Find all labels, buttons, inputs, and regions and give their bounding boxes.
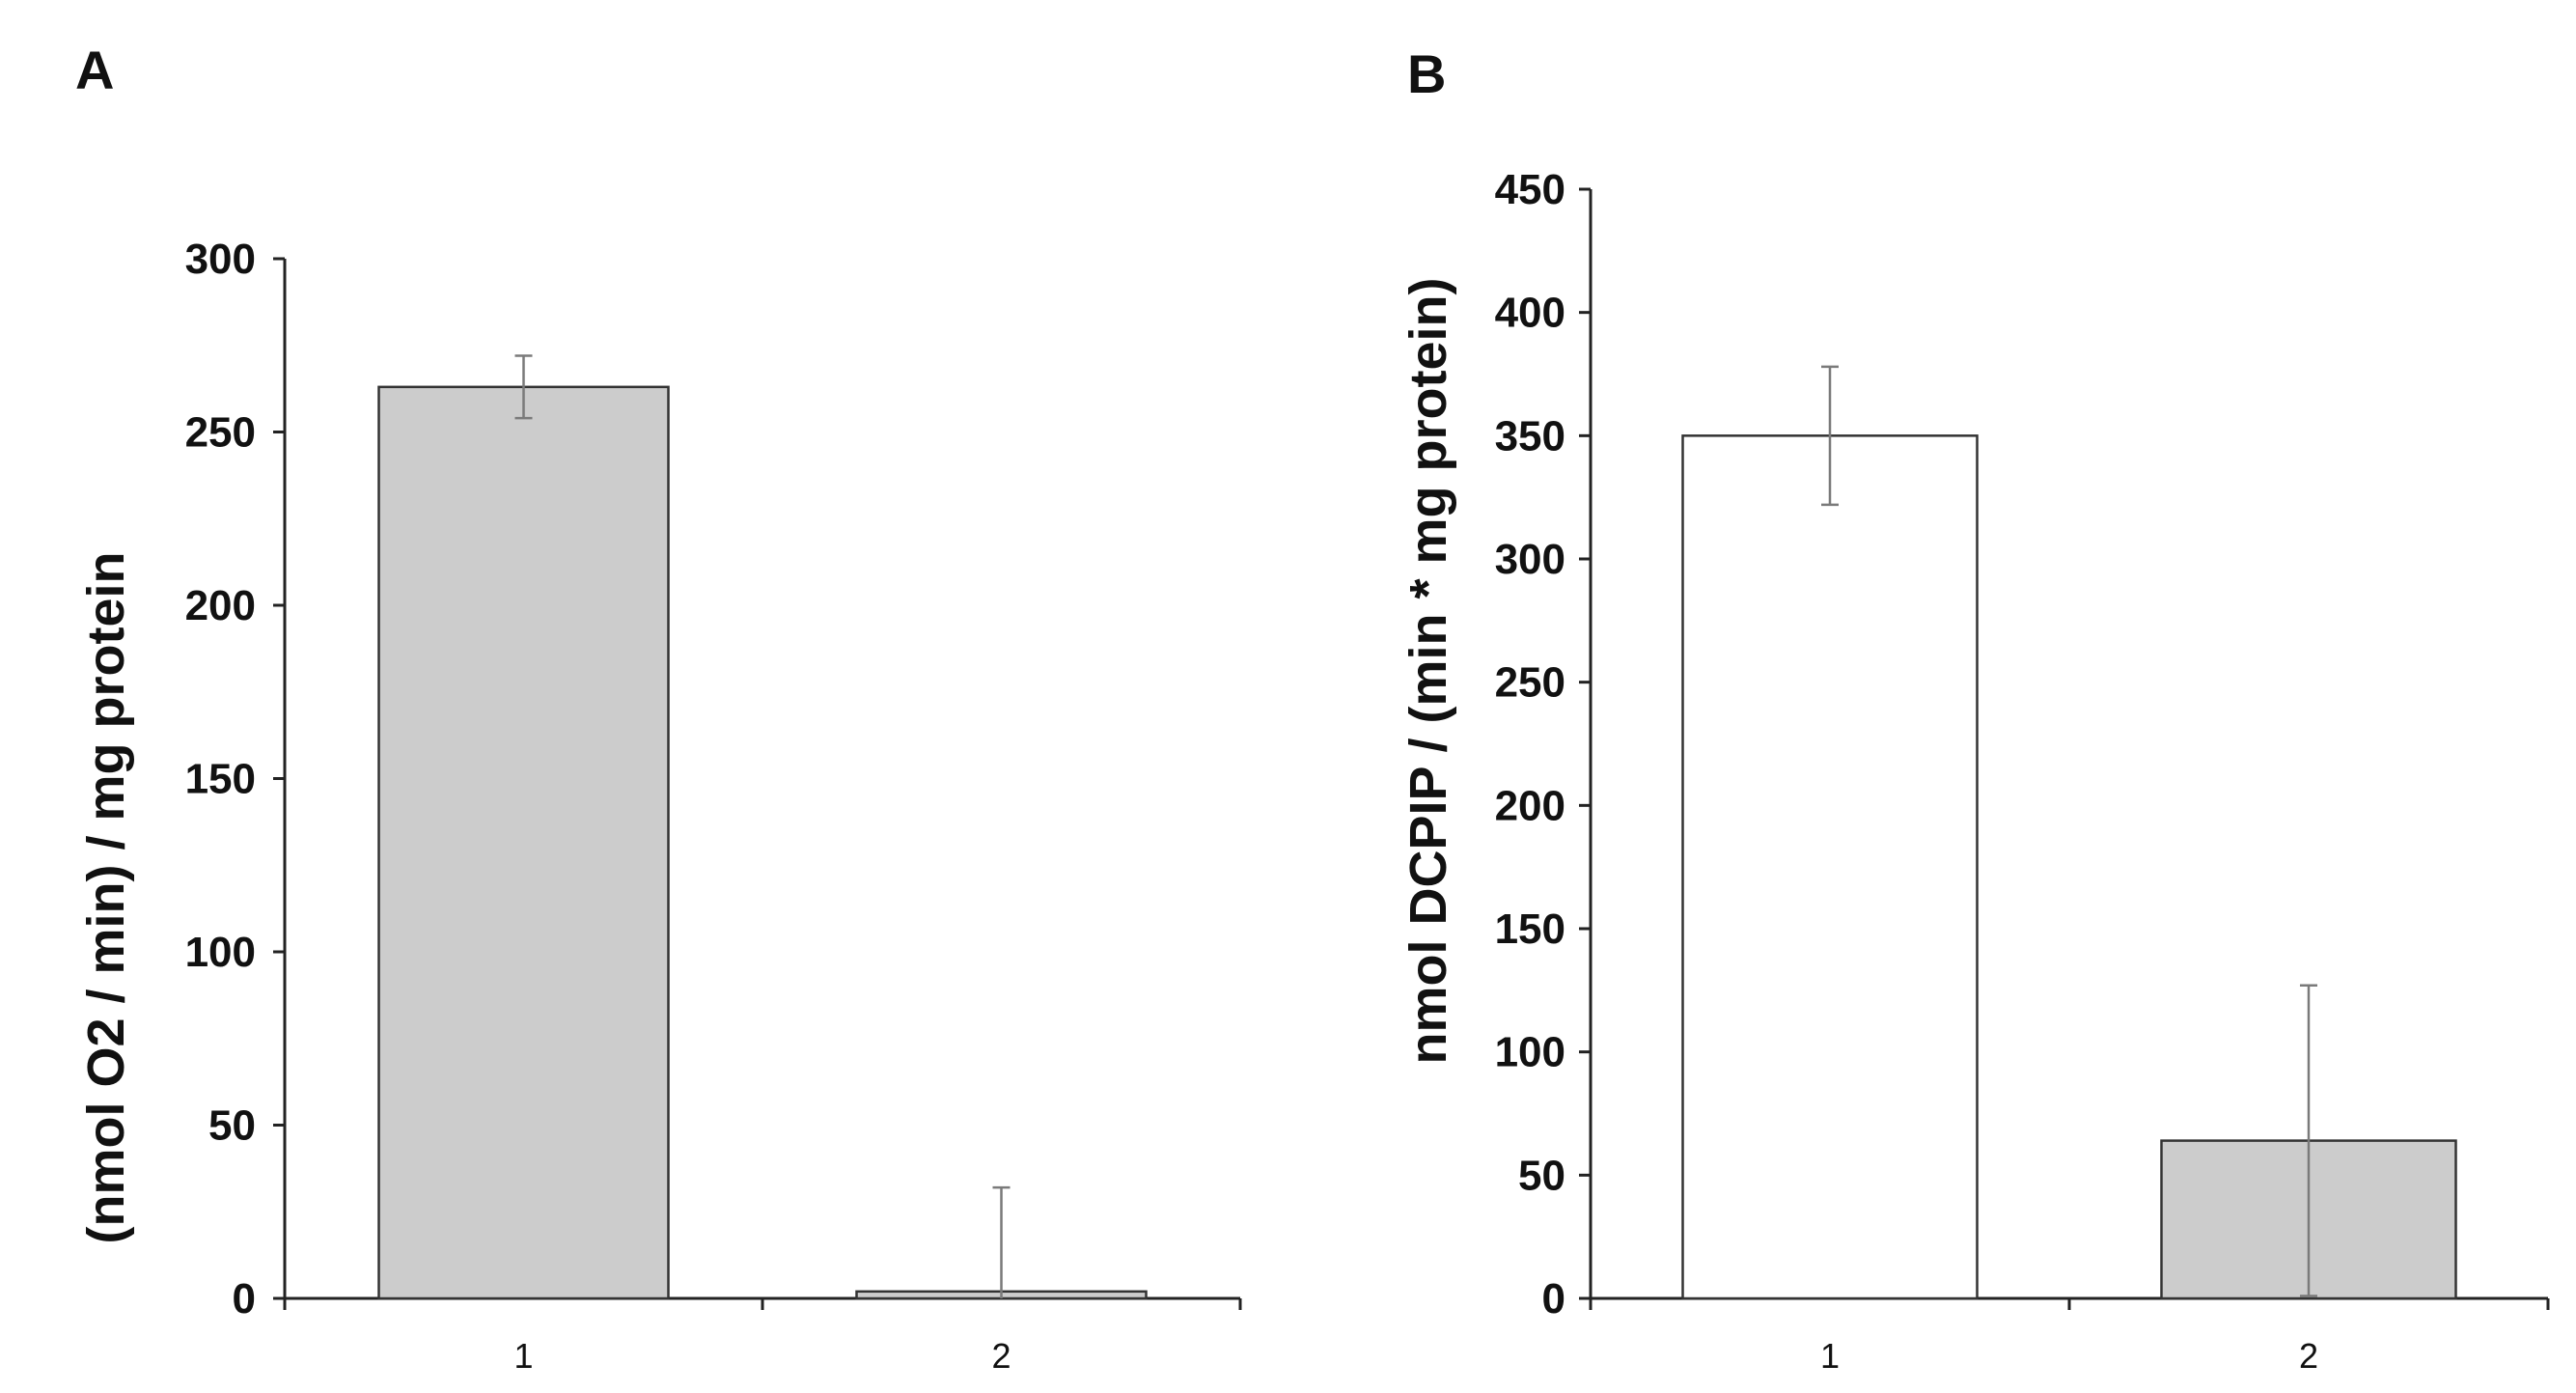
x-tick-label: 1: [1820, 1336, 1840, 1376]
y-tick-label: 300: [185, 236, 256, 283]
panel-b-y-ticks: 0 50 100 150 200 250 300 350 400 450: [1495, 166, 1591, 1323]
panel-a-bars: [377, 354, 1148, 1300]
x-tick-label: 2: [2299, 1336, 2318, 1376]
y-tick-label: 350: [1495, 412, 1565, 460]
y-tick-label: 0: [1542, 1275, 1565, 1323]
error-bar: [514, 354, 533, 420]
panel-a-letter: A: [75, 40, 114, 100]
y-tick-label: 50: [1518, 1152, 1565, 1199]
error-bar: [992, 1185, 1011, 1298]
y-tick-label: 0: [233, 1275, 256, 1323]
panel-b-bars: [1681, 365, 2457, 1300]
y-tick-label: 200: [1495, 782, 1565, 829]
bar: [1681, 434, 1979, 1300]
y-tick-label: 450: [1495, 166, 1565, 213]
x-tick-label: 2: [991, 1336, 1011, 1376]
y-tick-label: 100: [185, 929, 256, 976]
x-tick-label: 1: [513, 1336, 533, 1376]
panel-b-y-axis-label: nmol DCPIP / (min * mg protein): [1399, 277, 1457, 1064]
y-tick-label: 300: [1495, 536, 1565, 583]
y-tick-label: 150: [1495, 905, 1565, 953]
y-tick-label: 250: [1495, 659, 1565, 707]
y-tick-label: 150: [185, 756, 256, 803]
bar: [377, 385, 670, 1300]
y-tick-label: 100: [1495, 1029, 1565, 1076]
y-tick-label: 200: [185, 582, 256, 629]
error-bar: [2300, 984, 2317, 1297]
panel-b-chart: B nmol DCPIP / (min * mg protein) 0 50 100…: [1399, 43, 2550, 1376]
panel-a-y-axis-label: (nmol O2 / min) / mg protein: [77, 551, 135, 1243]
y-tick-label: 400: [1495, 290, 1565, 337]
y-tick-label: 50: [208, 1102, 256, 1150]
panel-b-letter: B: [1407, 43, 1446, 104]
panel-a-y-ticks: 0 50 100 150 200 250 300: [185, 236, 285, 1323]
panel-a-chart: A (nmol O2 / min) / mg protein 0 50 100 150…: [75, 40, 1242, 1376]
y-tick-label: 250: [185, 409, 256, 457]
error-bar: [1821, 365, 1839, 507]
